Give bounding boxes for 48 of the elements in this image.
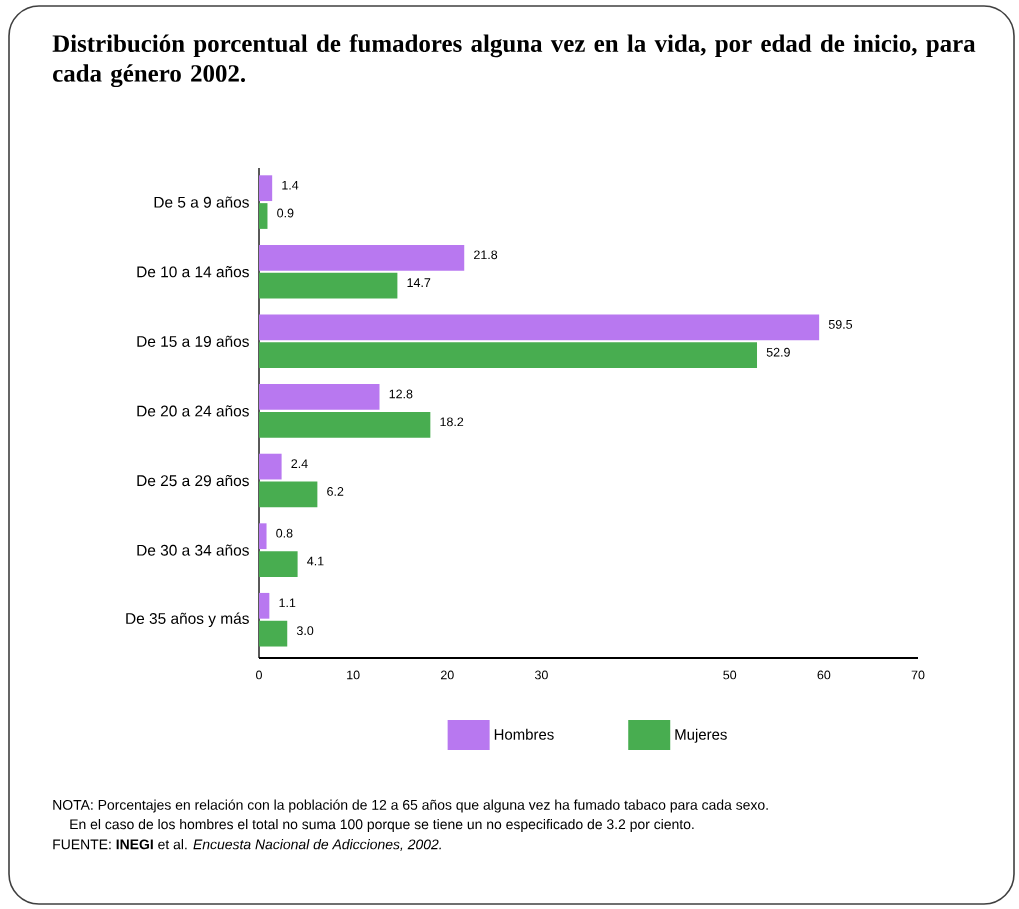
y-tick-label: De 25 a 29 años [137,474,249,487]
data-label: 1.1 [279,598,296,608]
text: NOTA: Porcentajes en relación con la población de 12 a 65 años que alguna vez ha fumado tabaco para cada sexo. [53,799,768,813]
data-label: 4.1 [307,556,324,566]
bar [259,453,282,480]
bar [259,592,270,619]
data-label: 14.7 [407,278,431,287]
source-note: FUENTE: INEGI et al. Encuesta Nacional de Adicciones, 2002. [53,839,441,851]
data-label: 59.5 [828,319,853,329]
legend-label: Hombres [494,728,554,740]
y-tick-label: De 10 a 14 años [137,266,249,278]
data-label: 6.2 [327,487,344,496]
y-tick-label: De 35 años y más [126,612,249,628]
bar [259,314,820,341]
bar [259,342,758,369]
x-tick-label: 50 [723,670,737,680]
bar [259,203,268,229]
data-label: 12.8 [389,389,413,399]
data-label: 18.2 [440,417,464,427]
bar [259,244,465,271]
bar [259,481,318,508]
text: En el caso de los hombres el total no suma 100 porque se tiene un no especificado de 3.2 por ciento. [70,819,694,832]
data-label: 0.9 [277,208,294,218]
x-tick-label: 0 [256,670,262,680]
data-label: 2.4 [291,459,308,468]
data-label: 52.9 [766,347,790,357]
bar [259,175,273,202]
data-label: 0.8 [276,528,293,538]
x-tick-label: 60 [817,670,831,680]
x-tick-label: 30 [534,670,548,680]
bar [259,523,267,550]
x-tick-label: 70 [911,670,925,680]
y-tick-label: De 5 a 9 años [154,196,249,208]
x-tick-label: 10 [347,670,360,680]
x-tick-label: 20 [440,670,454,680]
legend-label: Mujeres [675,728,727,743]
y-tick-label: De 15 a 19 años [137,335,249,347]
y-tick-label: De 30 a 34 años [137,544,249,556]
data-label: 1.4 [282,180,299,190]
data-label: 21.8 [474,250,498,260]
bar [259,272,398,299]
bar [259,551,298,577]
bar [259,384,380,410]
chart-title: Distribución porcentual de fumadores alguna vez en la vida, por edad de inicio, para cada género 2002. [52,34,976,88]
bar [259,411,431,438]
bar [259,620,288,647]
data-label: 3.0 [296,626,314,636]
y-tick-label: De 20 a 24 años [137,405,249,417]
